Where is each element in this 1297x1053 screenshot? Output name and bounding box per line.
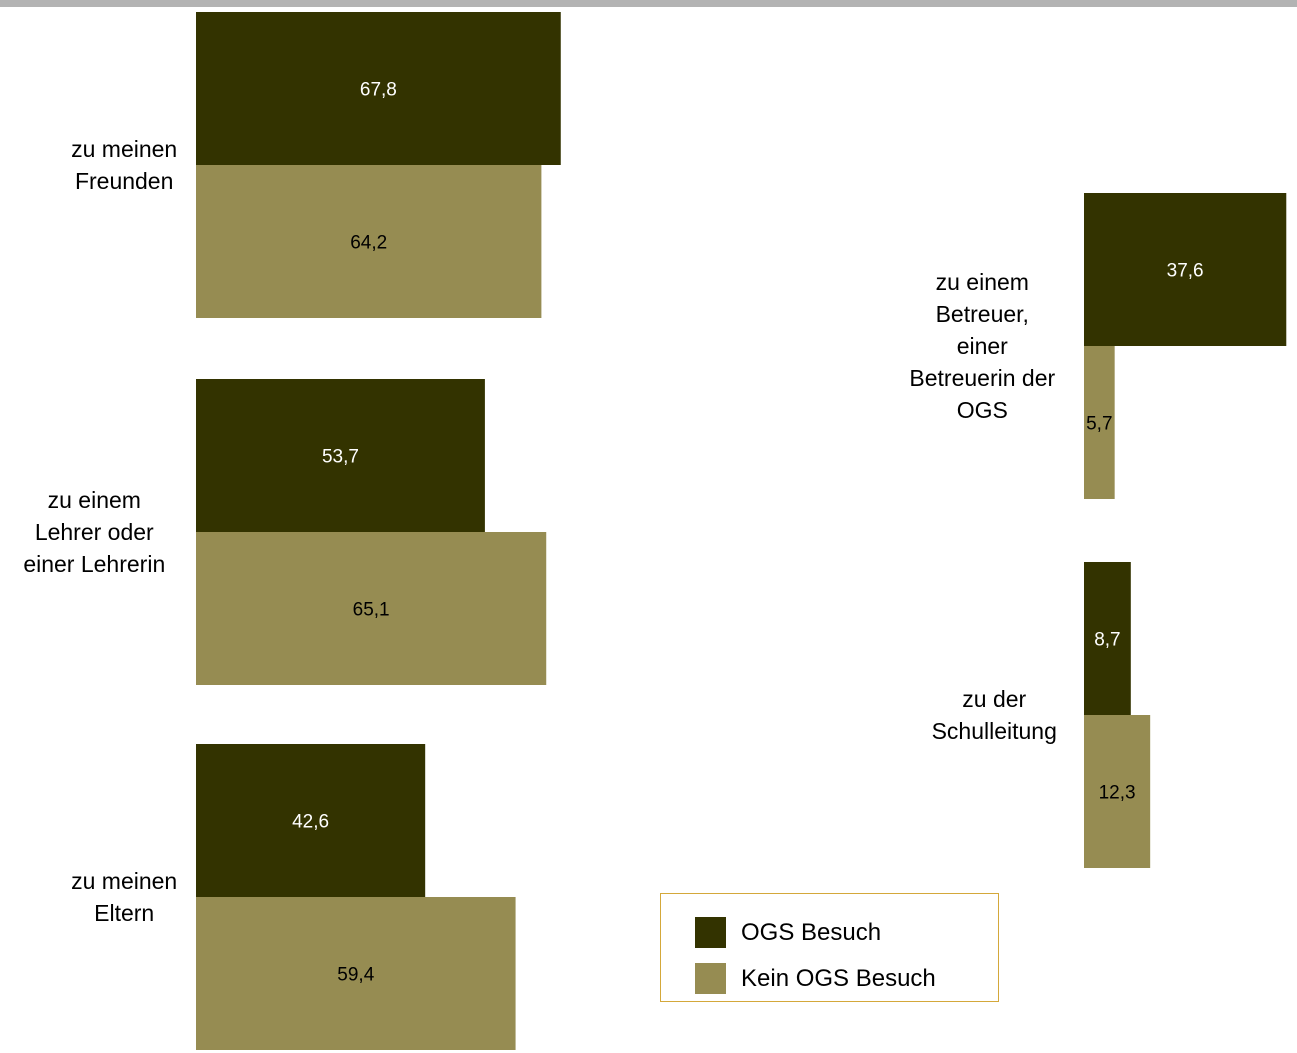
category-label-zu-einem-betreuer-einer-betreuerin-der-ogs-line-3: einer [957, 333, 1008, 359]
legend-label-ogs: OGS Besuch [741, 918, 882, 946]
legend-item-kein-ogs: Kein OGS Besuch [695, 963, 936, 994]
bar-kein-ogs-zu-einem-betreuer-einer-betreuerin-der-ogs [1084, 346, 1115, 499]
bar-ogs-zu-einem-lehrer-oder-einer-lehrerin [196, 379, 485, 532]
legend-label-kein-ogs: Kein OGS Besuch [741, 964, 936, 992]
category-label-zu-der-schulleitung-line-2: Schulleitung [932, 718, 1057, 744]
data-label-ogs-zu-einem-lehrer-oder-einer-lehrerin: 53,7 [322, 447, 359, 468]
bar-kein-ogs-zu-meinen-eltern [196, 897, 516, 1050]
bar-ogs-zu-meinen-freunden [196, 12, 561, 165]
bar-ogs-zu-einem-betreuer-einer-betreuerin-der-ogs [1084, 193, 1287, 346]
category-label-zu-meinen-freunden-line-1: zu meinen [71, 136, 177, 162]
category-label-zu-der-schulleitung-line-1: zu der [962, 686, 1026, 712]
category-label-zu-einem-betreuer-einer-betreuerin-der-ogs-line-2: Betreuer, [936, 301, 1029, 327]
category-label-zu-einem-betreuer-einer-betreuerin-der-ogs-line-1: zu einem [936, 269, 1029, 295]
data-label-kein-ogs-zu-der-schulleitung: 12,3 [1099, 783, 1136, 804]
data-label-kein-ogs-zu-meinen-freunden: 64,2 [350, 233, 387, 254]
data-label-ogs-zu-der-schulleitung: 8,7 [1094, 630, 1120, 651]
category-label-zu-einem-betreuer-einer-betreuerin-der-ogs-line-5: OGS [957, 397, 1008, 423]
bar-kein-ogs-zu-der-schulleitung [1084, 715, 1151, 868]
legend-swatch-ogs [695, 917, 726, 948]
data-label-ogs-zu-meinen-freunden: 67,8 [360, 80, 397, 101]
data-label-ogs-zu-meinen-eltern: 42,6 [292, 812, 329, 833]
data-label-kein-ogs-zu-meinen-eltern: 59,4 [337, 965, 374, 986]
legend-swatch-kein-ogs [695, 963, 726, 994]
category-label-zu-einem-lehrer-oder-einer-lehrerin-line-2: Lehrer oder [35, 519, 154, 545]
bar-ogs-zu-der-schulleitung [1084, 562, 1131, 715]
data-label-ogs-zu-einem-betreuer-einer-betreuerin-der-ogs: 37,6 [1167, 261, 1204, 282]
category-label-zu-meinen-freunden-line-2: Freunden [75, 168, 173, 194]
bar-kein-ogs-zu-einem-lehrer-oder-einer-lehrerin [196, 532, 547, 685]
bar-ogs-zu-meinen-eltern [196, 744, 426, 897]
category-label-zu-einem-lehrer-oder-einer-lehrerin-line-3: einer Lehrerin [23, 551, 165, 577]
data-label-kein-ogs-zu-einem-betreuer-einer-betreuerin-der-ogs: 5,7 [1086, 414, 1112, 435]
data-label-kein-ogs-zu-einem-lehrer-oder-einer-lehrerin: 65,1 [353, 600, 390, 621]
category-label-zu-meinen-eltern-line-1: zu meinen [71, 868, 177, 894]
legend: OGS Besuch Kein OGS Besuch [660, 893, 999, 1002]
category-label-zu-einem-lehrer-oder-einer-lehrerin-line-1: zu einem [48, 487, 141, 513]
legend-item-ogs: OGS Besuch [695, 917, 881, 948]
top-rule [0, 0, 1297, 7]
category-label-zu-meinen-eltern-line-2: Eltern [94, 900, 154, 926]
category-label-zu-einem-betreuer-einer-betreuerin-der-ogs-line-4: Betreuerin der [909, 365, 1055, 391]
bar-kein-ogs-zu-meinen-freunden [196, 165, 542, 318]
